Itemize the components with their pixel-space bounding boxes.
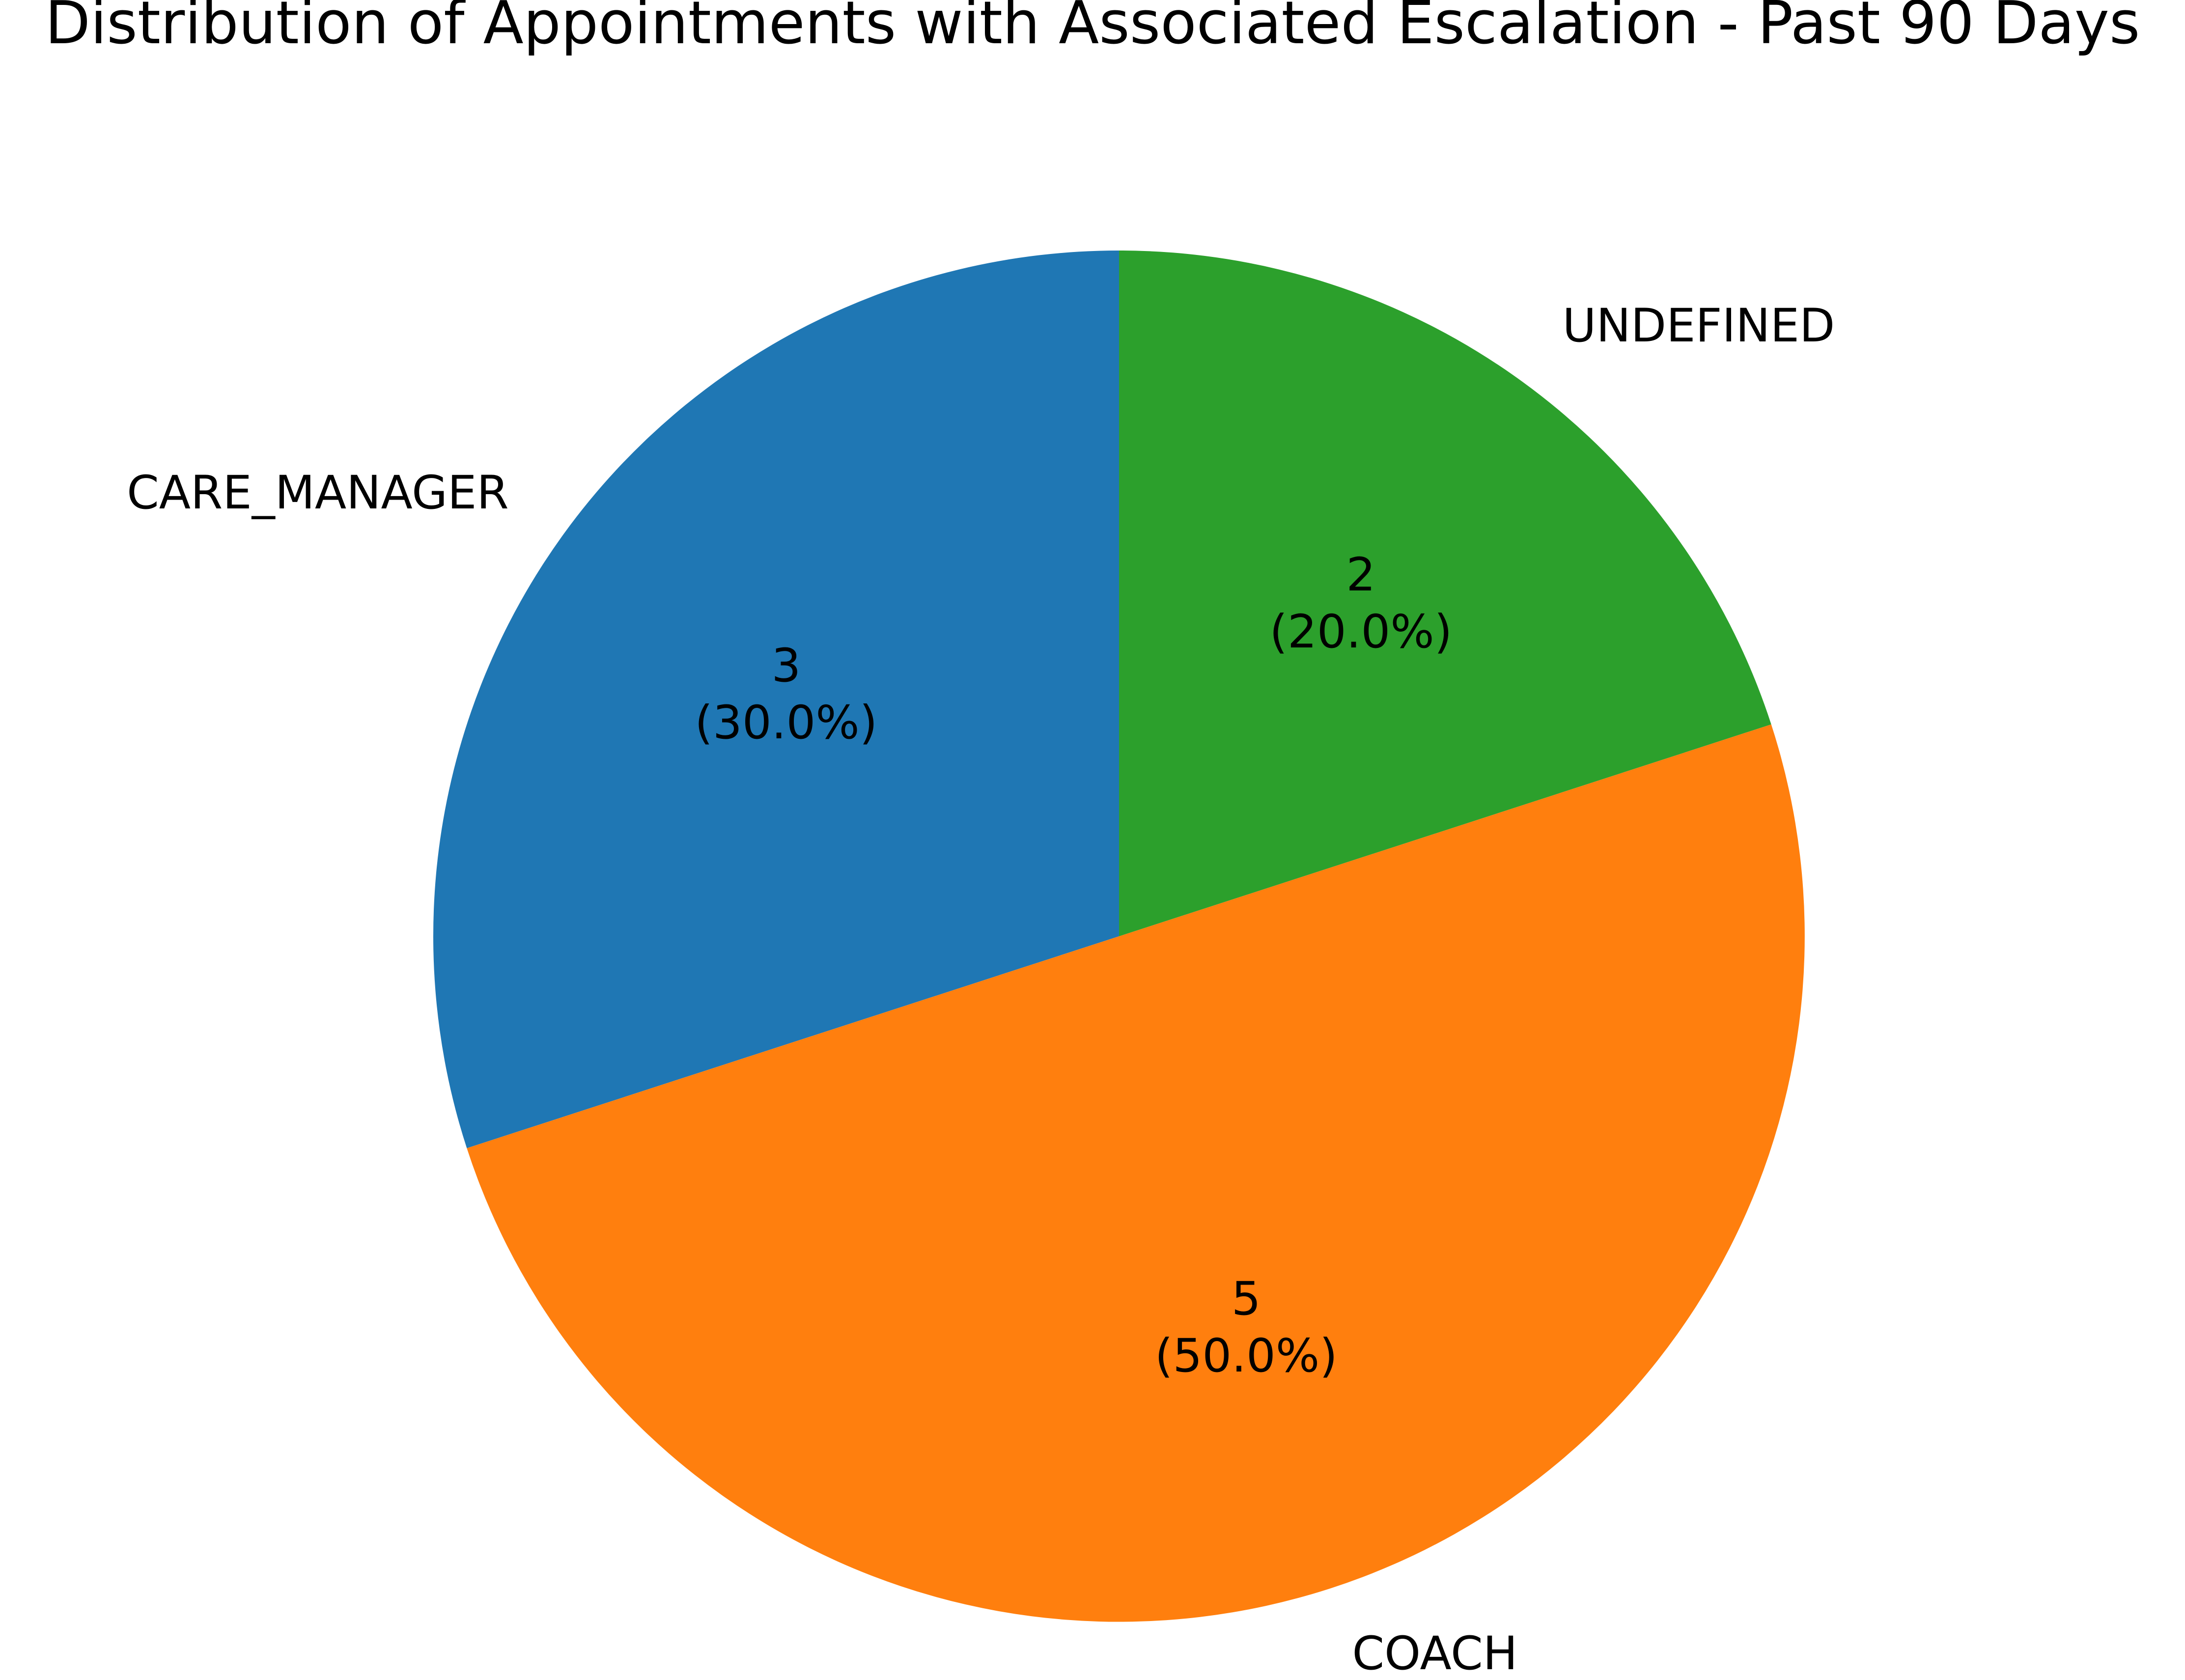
slice-percent-care-manager: (30.0%)	[695, 696, 877, 750]
slice-label-care-manager: CARE_MANAGER	[127, 466, 509, 520]
slice-percent-undefined: (20.0%)	[1269, 605, 1452, 659]
slice-value-care-manager: 3	[771, 639, 801, 693]
pie-slices	[433, 251, 1805, 1622]
pie-labels: CARE_MANAGER 3(30.0%) COACH 5(50.0%) UNDEFIN…	[127, 299, 1835, 1680]
slice-percent-coach: (50.0%)	[1155, 1329, 1338, 1383]
slice-value-coach: 5	[1232, 1272, 1261, 1326]
pie-slice-care-manager	[433, 251, 1120, 1148]
slice-label-undefined: UNDEFINED	[1563, 299, 1835, 353]
pie-slice-undefined	[1119, 251, 1771, 936]
chart-title: Distribution of Appointments with Associ…	[45, 0, 2140, 57]
slice-value-undefined: 2	[1346, 548, 1375, 602]
slice-label-coach: COACH	[1352, 1627, 1518, 1680]
pie-slice-coach	[467, 724, 1805, 1622]
